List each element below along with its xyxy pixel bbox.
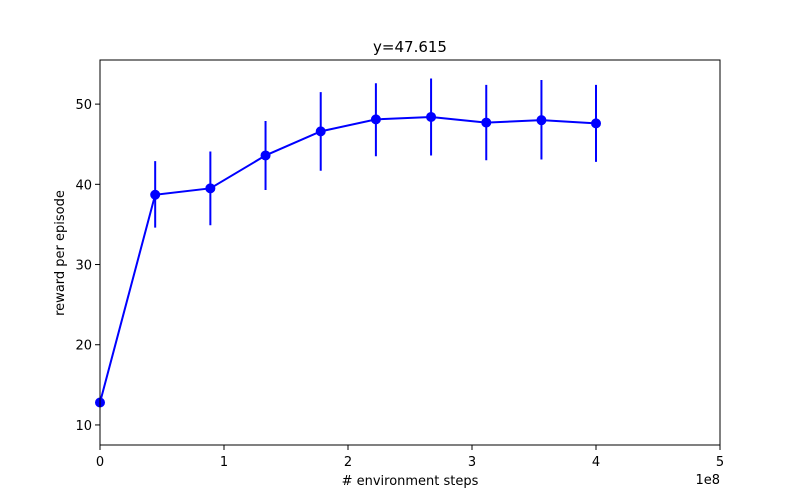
y-tick-label: 40 xyxy=(75,178,92,193)
y-tick-label: 50 xyxy=(75,98,92,113)
x-tick-label: 4 xyxy=(592,455,600,470)
y-tick-label: 20 xyxy=(75,339,92,354)
data-point xyxy=(426,111,437,122)
data-point xyxy=(481,117,492,128)
axes: 0 1 2 3 4 5 10 20 30 40 50 xyxy=(75,59,724,470)
x-tick-label: 3 xyxy=(468,455,476,470)
data-point xyxy=(370,114,381,125)
data-point xyxy=(205,183,216,194)
chart-title: y=47.615 xyxy=(373,38,447,56)
y-tick-label: 30 xyxy=(75,259,92,274)
data-point xyxy=(591,118,601,129)
plot-frame xyxy=(99,59,721,446)
x-axis-offset-text: 1e8 xyxy=(695,473,720,488)
x-tick-label: 5 xyxy=(716,455,724,470)
y-axis-label: reward per episode xyxy=(53,190,68,316)
series-line xyxy=(99,115,597,403)
data-point xyxy=(260,150,271,161)
x-axis-label: # environment steps xyxy=(342,474,479,489)
plot-area xyxy=(95,78,601,408)
x-tick-label: 0 xyxy=(96,455,104,470)
data-point xyxy=(315,126,326,137)
x-tick-label: 1 xyxy=(220,455,228,470)
data-point xyxy=(150,189,161,200)
x-tick-label: 2 xyxy=(344,455,352,470)
data-point xyxy=(536,115,547,126)
y-tick-label: 10 xyxy=(75,419,92,434)
